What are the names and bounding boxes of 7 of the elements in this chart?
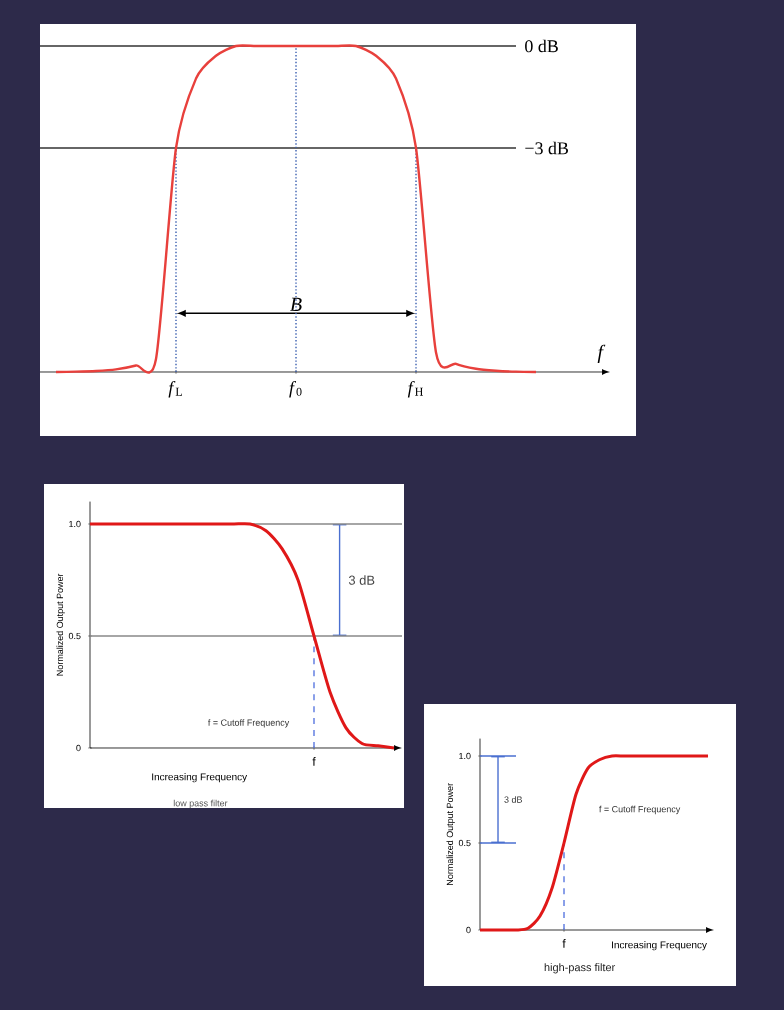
x-axis-title: f [597, 344, 606, 363]
x-tick-label: f$_{0}$ [289, 381, 302, 398]
ref-line-label: 0 dB [525, 39, 558, 53]
ref-line-label: −3 dB [525, 141, 569, 155]
annotation: B [290, 297, 302, 311]
x-tick-label: f$_{L}$ [168, 381, 182, 398]
x-tick-label: f$_{H}$ [407, 381, 423, 398]
